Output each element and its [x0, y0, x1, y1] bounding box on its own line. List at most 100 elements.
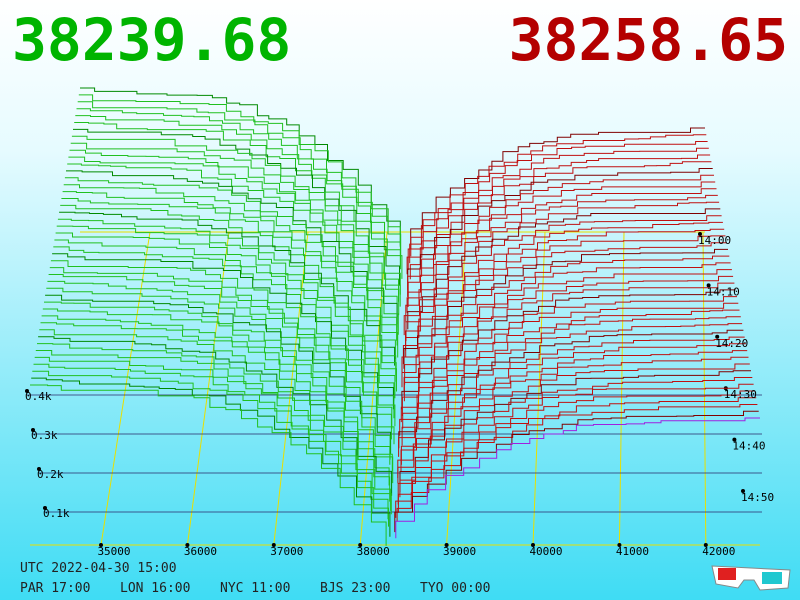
bid-price: 38239.68 [12, 6, 291, 74]
ask-layer [396, 404, 758, 522]
price-tick-label: 40000 [529, 545, 562, 558]
tick-dot [43, 506, 47, 510]
bid-layer [42, 308, 391, 465]
ask-layer [401, 269, 732, 388]
ask-layer [401, 255, 730, 378]
price-tick-label: 35000 [97, 545, 130, 558]
ask-layer [406, 154, 711, 275]
tick-dot [732, 437, 737, 442]
depth-curves [30, 87, 760, 546]
bid-layer [75, 115, 401, 270]
price-grid-line [446, 231, 467, 546]
bid-layer [62, 191, 398, 346]
bid-layer [49, 267, 396, 427]
ask-layer [407, 208, 721, 330]
bid-layer [32, 370, 389, 527]
tick-dot [99, 543, 103, 547]
time-tick-label: 14:50 [741, 491, 774, 504]
ask-layer [403, 282, 735, 402]
ask-layer [405, 235, 726, 358]
bid-layer [31, 377, 391, 537]
price-grid-line [100, 231, 151, 546]
bid-layer [34, 356, 392, 515]
tick-dot [185, 543, 190, 547]
time-tick-label: 14:00 [698, 234, 731, 247]
time-tick-label: 14:20 [715, 337, 748, 350]
ask-layer [395, 397, 757, 518]
ask-layer [402, 309, 740, 429]
city-clock: BJS 23:00 [320, 581, 390, 596]
bid-layer [74, 122, 403, 279]
tick-dot [25, 389, 29, 393]
bid-layer [35, 350, 391, 511]
ask-layer [394, 410, 759, 533]
ask-layer [397, 383, 754, 505]
bid-layer [45, 294, 392, 454]
ask-layer [397, 390, 755, 513]
tick-dot [706, 283, 711, 288]
price-tick-label: 36000 [184, 545, 217, 558]
red-lens [718, 568, 736, 580]
bid-layer [66, 170, 398, 328]
price-tick-label: 41000 [616, 545, 649, 558]
tick-dot [37, 467, 41, 471]
ask-layer [403, 275, 734, 395]
ask-layer [407, 181, 716, 300]
bid-layer [78, 94, 401, 247]
time-tick-label: 14:30 [724, 388, 757, 401]
tick-dot [31, 428, 35, 432]
depth-tick-label: 0.3k [31, 429, 58, 442]
bid-layer [37, 343, 391, 502]
bid-layer [33, 363, 389, 520]
city-clock: LON 16:00 [120, 581, 190, 596]
tick-dot [271, 543, 276, 547]
ask-layer [398, 329, 744, 449]
ask-layer [399, 370, 751, 492]
bid-layer [55, 232, 397, 392]
ask-layer [397, 356, 749, 478]
price-tick-label: 39000 [443, 545, 476, 558]
ask-layer [410, 134, 707, 257]
tick-dot [617, 543, 622, 547]
bid-layer [56, 225, 397, 382]
ask-layer [407, 174, 714, 297]
bid-layer [80, 87, 401, 246]
time-tick-label: 14:10 [707, 285, 740, 298]
bid-layer [39, 329, 390, 486]
bid-layer [46, 287, 395, 445]
ask-layer [407, 188, 717, 307]
time-tick-label: 14:40 [732, 440, 765, 453]
bid-layer [73, 128, 400, 286]
ask-layer [409, 161, 712, 280]
bid-layer [40, 322, 394, 484]
glasses-icon [711, 565, 791, 591]
ask-layer [405, 201, 720, 323]
city-clock: TYO 00:00 [420, 581, 490, 596]
bid-layer [59, 211, 396, 366]
ask-layer [406, 194, 718, 313]
city-clock: PAR 17:00 [20, 581, 90, 596]
depth-tick-label: 0.2k [37, 468, 64, 481]
price-tick-label: 42000 [702, 545, 735, 558]
ask-layer [409, 141, 708, 264]
bid-layer [41, 315, 393, 471]
ask-layer [400, 343, 746, 465]
axis-labels: 35000 36000 37000 38000 39000 40000 41000 42000… [25, 234, 774, 558]
ask-layer [405, 221, 723, 342]
bid-layer [69, 149, 401, 307]
ask-layer [401, 289, 736, 410]
tick-dot [531, 543, 535, 547]
depth-tick-label: 0.1k [43, 507, 70, 520]
bid-layer [50, 260, 395, 419]
ask-layer [403, 248, 728, 369]
ask-layer [405, 228, 725, 351]
price-tick-label: 37000 [270, 545, 303, 558]
tick-dot [444, 543, 449, 547]
cyan-lens [762, 572, 782, 584]
bid-layer [61, 198, 399, 358]
bid-layer [38, 336, 393, 496]
ask-layer [401, 323, 743, 446]
bid-layer [71, 135, 401, 295]
